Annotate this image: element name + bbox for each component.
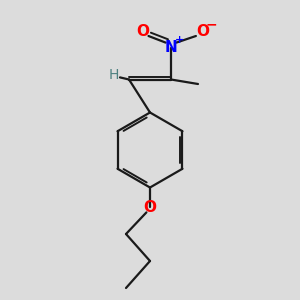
Text: O: O [143, 200, 157, 214]
Text: O: O [196, 24, 209, 39]
Text: N: N [165, 40, 177, 56]
Text: O: O [136, 24, 149, 39]
Text: H: H [109, 68, 119, 82]
Text: +: + [175, 34, 184, 45]
Text: −: − [205, 17, 217, 31]
